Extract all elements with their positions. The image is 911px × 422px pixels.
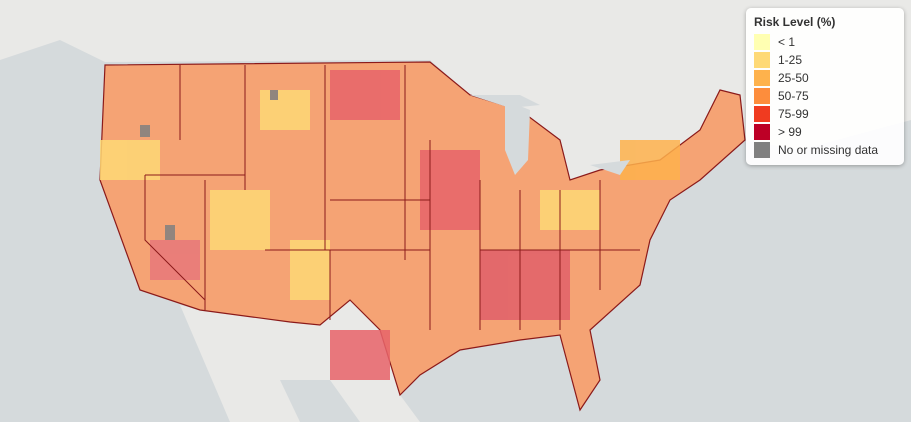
legend-swatch <box>754 142 770 158</box>
legend-label: No or missing data <box>778 143 879 157</box>
legend-item: < 1 <box>754 33 896 51</box>
legend-swatch <box>754 106 770 122</box>
legend-swatch <box>754 88 770 104</box>
legend-label: 75-99 <box>778 107 809 121</box>
legend-item: 50-75 <box>754 87 896 105</box>
legend-label: 50-75 <box>778 89 809 103</box>
legend-items: < 1 1-25 25-50 50-75 75-99 > 99 No or missing … <box>754 33 896 159</box>
legend-item: 1-25 <box>754 51 896 69</box>
lake-superior <box>470 95 540 108</box>
legend-swatch <box>754 70 770 86</box>
legend-item: 75-99 <box>754 105 896 123</box>
legend-title: Risk Level (%) <box>754 15 836 29</box>
lake-erie <box>590 160 630 175</box>
legend-label: > 99 <box>778 125 802 139</box>
legend-item: No or missing data <box>754 141 896 159</box>
county-patches <box>100 70 680 380</box>
canada <box>0 0 911 180</box>
legend-label: < 1 <box>778 35 796 49</box>
legend-swatch <box>754 124 770 140</box>
state-borders <box>144 65 640 330</box>
legend-swatch <box>754 34 770 50</box>
legend-swatch <box>754 52 770 68</box>
legend-label: 25-50 <box>778 71 809 85</box>
legend-item: 25-50 <box>754 69 896 87</box>
lake-michigan <box>505 100 530 175</box>
legend-label: 1-25 <box>778 53 803 67</box>
legend: Risk Level (%) < 1 1-25 25-50 50-75 75-99 > 9… <box>746 8 904 165</box>
legend-item: > 99 <box>754 123 896 141</box>
united-states <box>99 61 746 412</box>
